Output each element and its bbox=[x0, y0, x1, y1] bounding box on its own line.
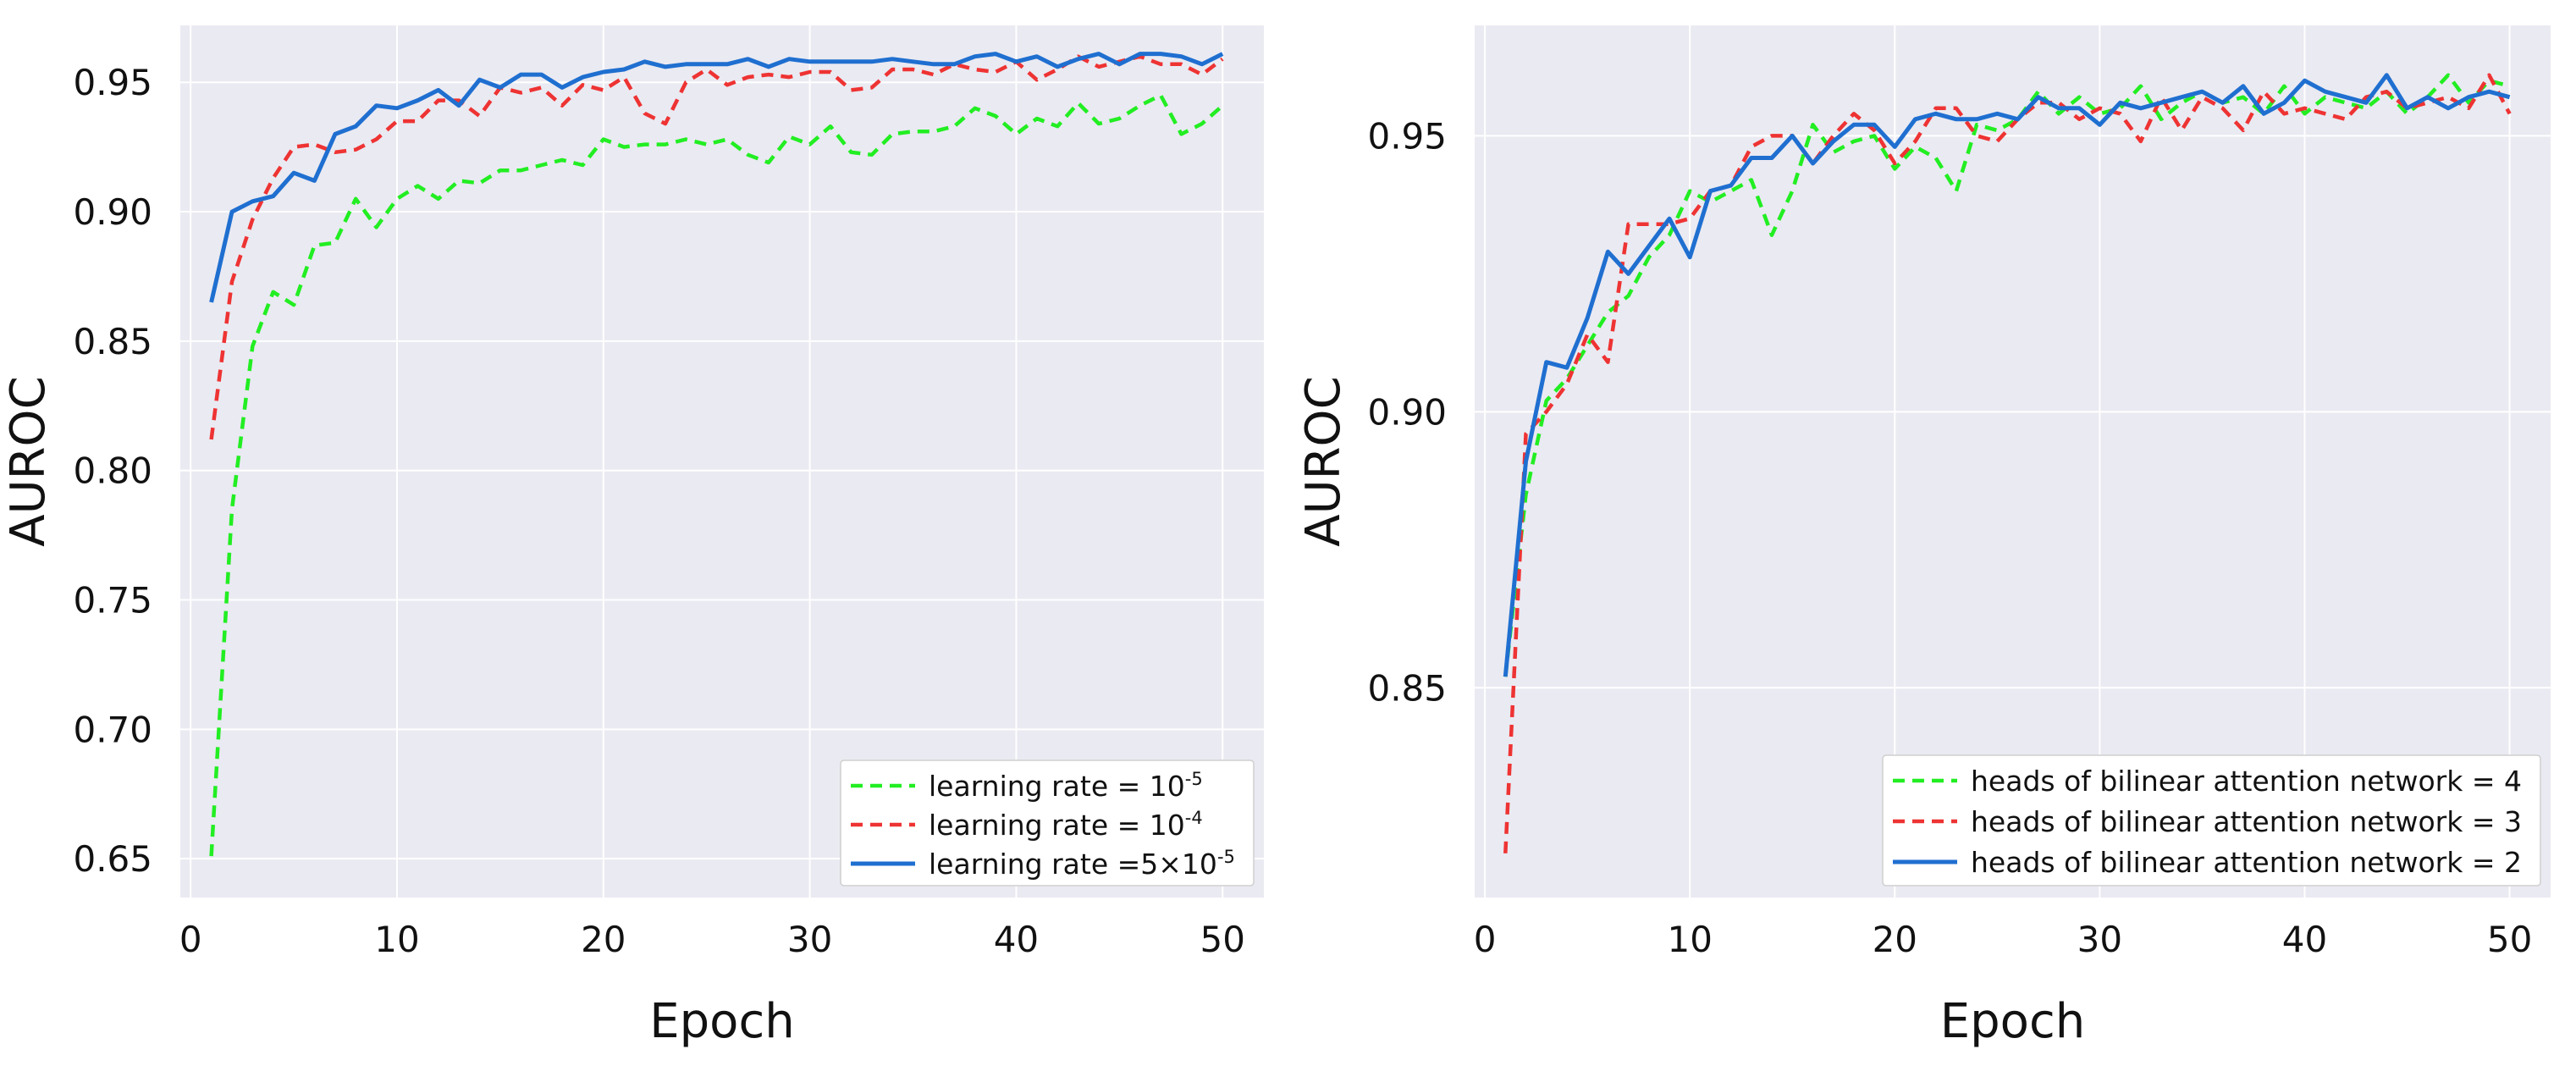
x-tick-label: 50 bbox=[1200, 919, 1245, 960]
series-line bbox=[1503, 73, 2511, 677]
legend: learning rate = 10-5 learning rate = 10-4… bbox=[840, 759, 1255, 886]
y-tick-label: 0.90 bbox=[1367, 391, 1447, 433]
x-tick-label: 10 bbox=[1667, 919, 1712, 960]
y-tick-label: 0.80 bbox=[73, 450, 152, 492]
x-tick-label: 40 bbox=[994, 919, 1039, 960]
y-tick-labels: 0.85 0.90 0.95 bbox=[1367, 115, 1447, 709]
y-axis-label: AUROC bbox=[1296, 376, 1351, 546]
x-tick-label: 40 bbox=[2282, 919, 2327, 960]
legend-label: heads of bilinear attention network = 2 bbox=[1971, 846, 2522, 879]
series-lines bbox=[209, 52, 1224, 857]
legend-label: learning rate =5×10-5 bbox=[929, 847, 1235, 881]
y-axis-label: AUROC bbox=[1, 376, 56, 546]
chart-learning-rate: 0 10 20 30 40 50 0.65 0.70 0.75 0.80 0.85 0.90 0.95… bbox=[1, 25, 1264, 1049]
legend-label: learning rate = 10-5 bbox=[929, 769, 1203, 803]
legend-label: heads of bilinear attention network = 3 bbox=[1971, 805, 2522, 838]
legend: heads of bilinear attention network = 4 h… bbox=[1882, 754, 2541, 886]
legend-label: heads of bilinear attention network = 4 bbox=[1971, 765, 2522, 798]
y-tick-label: 0.95 bbox=[73, 62, 152, 103]
x-axis-label: Epoch bbox=[649, 994, 794, 1049]
series-line bbox=[209, 52, 1224, 303]
series-lines bbox=[1503, 73, 2512, 853]
legend-box bbox=[1882, 754, 2541, 886]
series-line bbox=[209, 93, 1224, 857]
y-tick-label: 0.95 bbox=[1367, 115, 1447, 157]
x-tick-label: 0 bbox=[1474, 919, 1497, 960]
series-line bbox=[209, 54, 1224, 440]
y-tick-label: 0.70 bbox=[73, 709, 152, 750]
y-tick-label: 0.90 bbox=[73, 191, 152, 233]
x-tick-label: 50 bbox=[2487, 919, 2532, 960]
series-line bbox=[1503, 73, 2512, 853]
x-tick-labels: 0 10 20 30 40 50 bbox=[179, 919, 1245, 960]
x-tick-label: 30 bbox=[787, 919, 832, 960]
gridlines bbox=[180, 25, 1264, 898]
x-tick-label: 20 bbox=[581, 919, 626, 960]
chart-bilinear-heads: 0 10 20 30 40 50 0.85 0.90 0.95 Epoch AUROC hea… bbox=[1296, 25, 2551, 1049]
x-tick-label: 0 bbox=[179, 919, 202, 960]
y-tick-label: 0.75 bbox=[73, 580, 152, 621]
legend-label: learning rate = 10-4 bbox=[929, 808, 1203, 842]
x-tick-labels: 0 10 20 30 40 50 bbox=[1474, 919, 2533, 960]
plot-area bbox=[1475, 25, 2551, 898]
y-tick-label: 0.85 bbox=[1367, 667, 1447, 709]
x-tick-label: 20 bbox=[1873, 919, 1917, 960]
x-tick-label: 10 bbox=[374, 919, 419, 960]
plot-area bbox=[180, 25, 1264, 898]
x-axis-label: Epoch bbox=[1940, 994, 2085, 1049]
y-tick-label: 0.85 bbox=[73, 321, 152, 362]
x-tick-label: 30 bbox=[2077, 919, 2122, 960]
y-tick-labels: 0.65 0.70 0.75 0.80 0.85 0.90 0.95 bbox=[73, 62, 152, 880]
y-tick-label: 0.65 bbox=[73, 838, 152, 880]
legend-box bbox=[840, 759, 1255, 886]
